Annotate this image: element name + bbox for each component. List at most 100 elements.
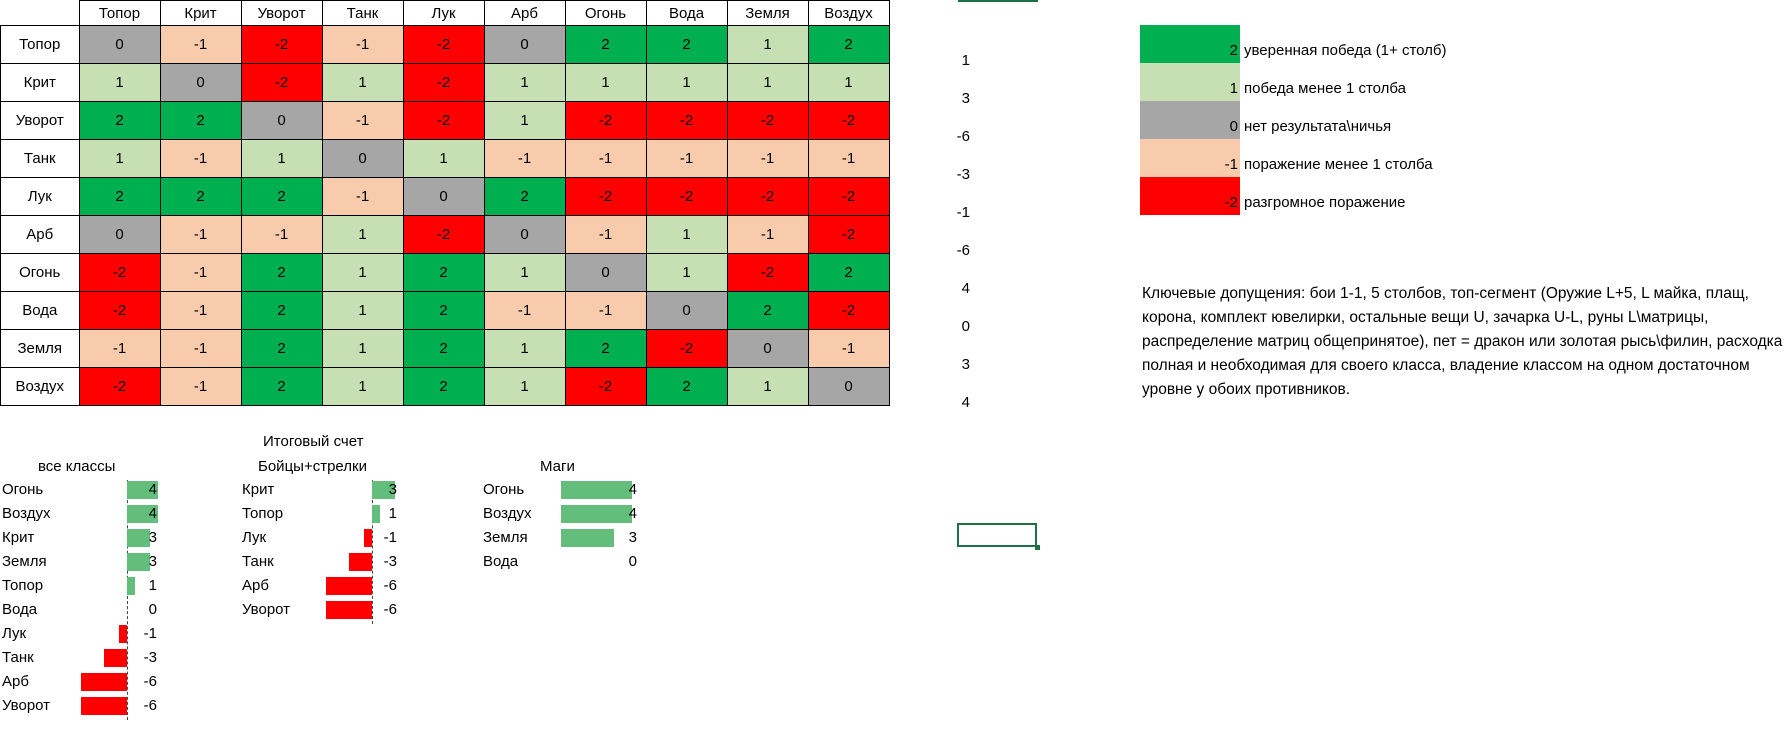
matchup-cell[interactable]: -1 (159, 329, 242, 368)
column-header[interactable]: Крит (159, 0, 242, 26)
selected-cell[interactable] (957, 523, 1037, 547)
bar-row-label[interactable]: Вода (483, 553, 519, 570)
matchup-cell[interactable]: 1 (483, 63, 566, 102)
column-header[interactable]: Вода (645, 0, 728, 26)
row-header[interactable]: Лук (0, 177, 80, 216)
row-sum[interactable]: -3 (956, 166, 970, 183)
row-header[interactable]: Танк (0, 139, 80, 178)
bar-row-label[interactable]: Топор (2, 577, 44, 594)
bar-row-value[interactable]: 3 (388, 481, 397, 498)
matchup-cell[interactable]: -1 (726, 215, 809, 254)
matchup-cell[interactable]: 2 (240, 253, 323, 292)
matchup-cell[interactable]: -1 (807, 329, 890, 368)
matchup-cell[interactable]: 0 (483, 25, 566, 64)
matchup-cell[interactable]: -1 (159, 139, 242, 178)
legend-swatch[interactable]: 2 (1140, 25, 1240, 63)
matchup-cell[interactable]: 1 (645, 215, 728, 254)
matchup-cell[interactable]: 1 (483, 367, 566, 406)
matchup-cell[interactable]: -1 (159, 25, 242, 64)
row-header[interactable]: Воздух (0, 367, 80, 406)
matchup-cell[interactable]: 2 (78, 101, 161, 140)
matchup-cell[interactable]: 1 (483, 253, 566, 292)
matchup-cell[interactable]: 2 (483, 177, 566, 216)
matchup-cell[interactable]: -1 (564, 291, 647, 330)
bar-row-value[interactable]: 4 (628, 505, 637, 522)
column-header[interactable]: Огонь (564, 0, 647, 26)
bar-row-label[interactable]: Танк (2, 649, 34, 666)
bar-row-value[interactable]: -6 (383, 601, 397, 618)
column-header[interactable]: Уворот (240, 0, 323, 26)
bar-row-value[interactable]: 0 (148, 601, 157, 618)
fill-handle[interactable] (1035, 545, 1040, 550)
row-header[interactable]: Уворот (0, 101, 80, 140)
matchup-cell[interactable]: -1 (726, 139, 809, 178)
matchup-cell[interactable]: -1 (564, 215, 647, 254)
bar-row-label[interactable]: Уворот (242, 601, 291, 618)
bar-row-value[interactable]: 4 (628, 481, 637, 498)
matchup-cell[interactable]: -2 (645, 177, 728, 216)
bar-row-label[interactable]: Арб (242, 577, 269, 594)
column-header[interactable]: Топор (78, 0, 161, 26)
bar-row-value[interactable]: -6 (143, 673, 157, 690)
matchup-cell[interactable]: -2 (726, 177, 809, 216)
bar-row-value[interactable]: -3 (383, 553, 397, 570)
matchup-cell[interactable]: -2 (807, 177, 890, 216)
matchup-cell[interactable]: 2 (159, 177, 242, 216)
legend-label[interactable]: уверенная победа (1+ столб) (1244, 42, 1447, 59)
matchup-cell[interactable]: 2 (240, 329, 323, 368)
bar-row-value[interactable]: 1 (388, 505, 397, 522)
bar-row-value[interactable]: 0 (628, 553, 637, 570)
matchup-cell[interactable]: -2 (240, 25, 323, 64)
bar-row-label[interactable]: Уворот (2, 697, 51, 714)
matchup-cell[interactable]: 0 (726, 329, 809, 368)
matchup-cell[interactable]: -1 (78, 329, 161, 368)
matchup-cell[interactable]: 1 (726, 25, 809, 64)
matchup-cell[interactable]: 0 (78, 25, 161, 64)
matchup-cell[interactable]: 1 (645, 63, 728, 102)
bar-row-label[interactable]: Крит (2, 529, 35, 546)
matchup-cell[interactable]: 0 (240, 101, 323, 140)
matrix-corner-cell[interactable] (0, 0, 80, 26)
bar-row-value[interactable]: -3 (143, 649, 157, 666)
matchup-cell[interactable]: 1 (321, 63, 404, 102)
bar-row-value[interactable]: 1 (148, 577, 157, 594)
key-assumptions-note[interactable]: Ключевые допущения: бои 1-1, 5 столбов, … (1142, 285, 1783, 398)
matchup-cell[interactable]: -2 (240, 63, 323, 102)
matchup-cell[interactable]: -2 (645, 329, 728, 368)
matchup-cell[interactable]: 1 (321, 329, 404, 368)
matchup-cell[interactable]: 2 (402, 367, 485, 406)
bar-row-label[interactable]: Танк (242, 553, 274, 570)
row-sum[interactable]: 4 (961, 280, 970, 297)
matchup-cell[interactable]: 1 (240, 139, 323, 178)
legend-swatch[interactable]: 0 (1140, 101, 1240, 139)
matchup-cell[interactable]: -1 (807, 139, 890, 178)
matchup-cell[interactable]: 1 (78, 139, 161, 178)
matchup-cell[interactable]: -1 (321, 25, 404, 64)
matchup-cell[interactable]: -1 (159, 253, 242, 292)
legend-label[interactable]: победа менее 1 столба (1244, 80, 1407, 97)
matchup-cell[interactable]: -1 (483, 139, 566, 178)
row-sum[interactable]: 4 (961, 394, 970, 411)
matchup-cell[interactable]: 2 (78, 177, 161, 216)
matchup-cell[interactable]: 2 (240, 177, 323, 216)
matchup-cell[interactable]: -2 (726, 253, 809, 292)
matchup-cell[interactable]: -2 (78, 367, 161, 406)
matchup-cell[interactable]: 2 (402, 291, 485, 330)
matchup-cell[interactable]: 1 (726, 367, 809, 406)
matchup-cell[interactable]: 0 (807, 367, 890, 406)
matchup-cell[interactable]: -1 (483, 291, 566, 330)
bar-row-label[interactable]: Воздух (2, 505, 51, 522)
row-sum[interactable]: -6 (956, 242, 970, 259)
row-header[interactable]: Вода (0, 291, 80, 330)
matchup-cell[interactable]: -2 (807, 215, 890, 254)
matchup-cell[interactable]: 2 (402, 329, 485, 368)
row-header[interactable]: Огонь (0, 253, 80, 292)
matchup-cell[interactable]: 2 (726, 291, 809, 330)
matchup-cell[interactable]: -2 (726, 101, 809, 140)
row-sum[interactable]: -1 (956, 204, 970, 221)
bar-row-value[interactable]: 4 (148, 505, 157, 522)
matchup-cell[interactable]: 1 (483, 101, 566, 140)
legend-swatch[interactable]: -2 (1140, 177, 1240, 215)
matchup-cell[interactable]: 1 (321, 253, 404, 292)
matchup-cell[interactable]: 0 (564, 253, 647, 292)
